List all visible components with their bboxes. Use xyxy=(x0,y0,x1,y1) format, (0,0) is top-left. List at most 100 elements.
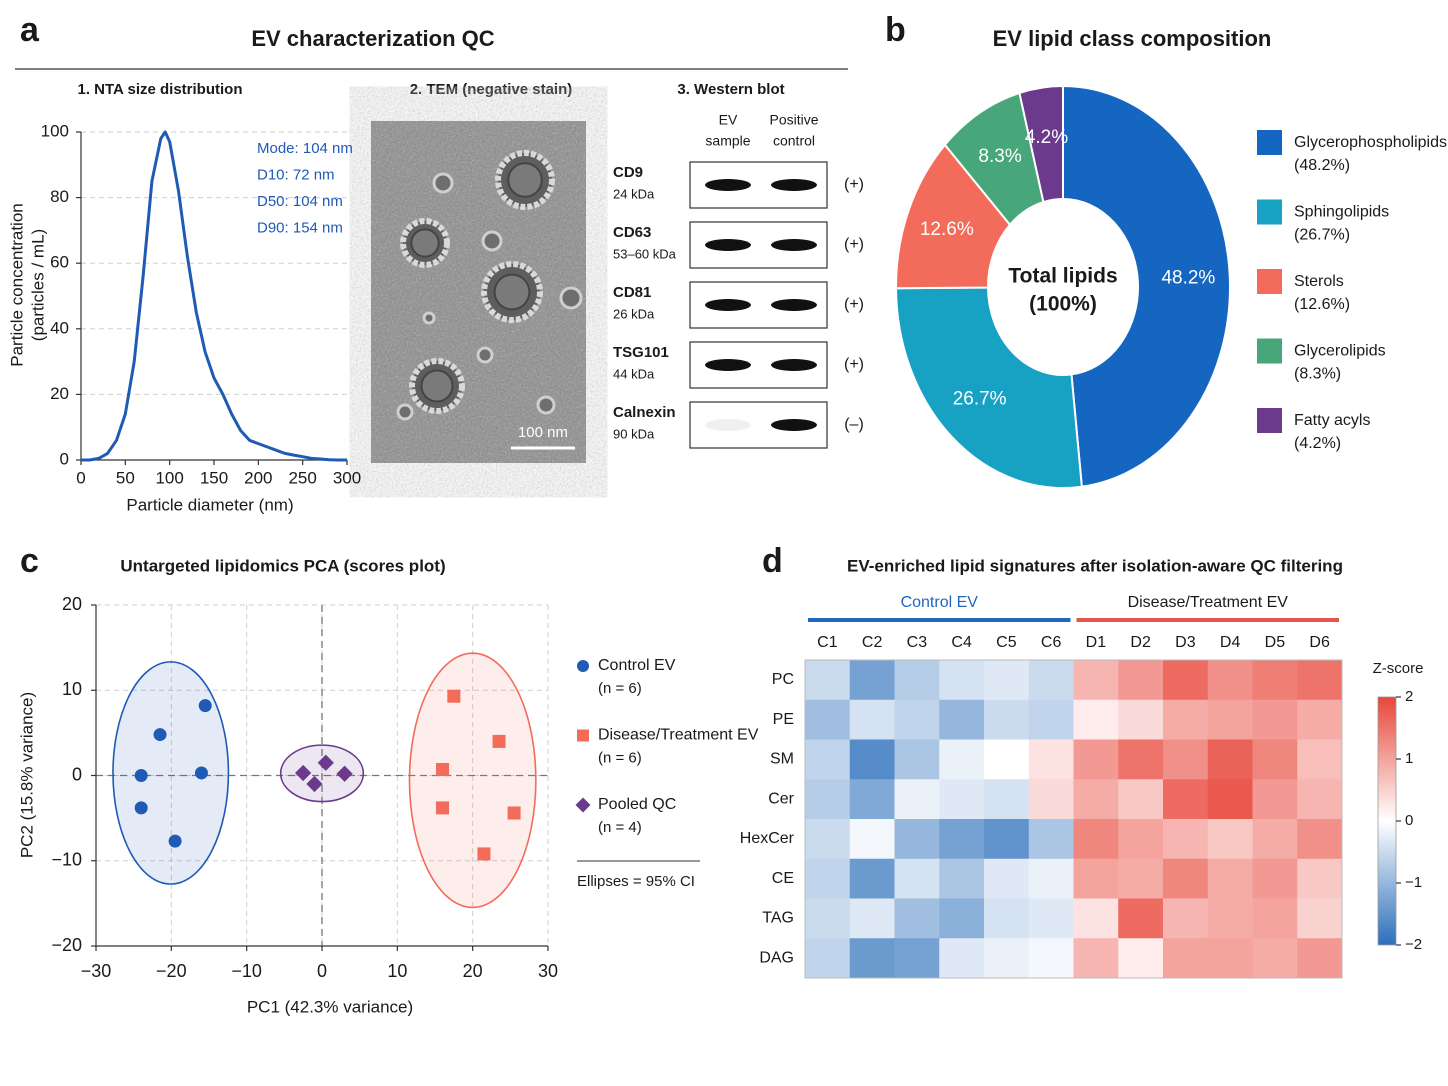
legend-note: (n = 4) xyxy=(598,819,642,836)
heatmap-cell xyxy=(1073,779,1119,820)
x-tick-label: 100 xyxy=(155,468,183,487)
heatmap-cell xyxy=(1118,699,1164,740)
band xyxy=(705,239,751,251)
y-tick-label: 10 xyxy=(62,679,82,699)
group-label: Disease/Treatment EV xyxy=(1128,594,1289,611)
slice xyxy=(895,143,1012,290)
heatmap-cell xyxy=(939,898,985,939)
heatmap-cell xyxy=(1163,819,1209,860)
y-tick-label: 100 xyxy=(41,121,69,140)
heatmap-cell xyxy=(939,779,985,820)
row-label: PE xyxy=(773,711,794,728)
heatmap-cell xyxy=(1297,858,1343,899)
row-label: PC xyxy=(772,671,794,688)
heatmap-cell xyxy=(1207,660,1253,701)
x-tick-label: −10 xyxy=(231,961,262,981)
x-tick-label: 150 xyxy=(200,468,228,487)
point xyxy=(447,689,461,703)
colorbar xyxy=(1377,696,1397,946)
point xyxy=(507,806,521,820)
x-tick-label: 20 xyxy=(463,961,483,981)
protein-name: CD63 xyxy=(613,224,651,241)
heatmap-cell xyxy=(894,938,940,979)
heatmap-cell xyxy=(805,898,851,939)
heatmap-cell xyxy=(939,739,985,780)
x-tick-label: 0 xyxy=(317,961,327,981)
x-axis-label: Particle diameter (nm) xyxy=(126,495,293,514)
legend-value: (48.2%) xyxy=(1294,157,1350,174)
panel-label: c xyxy=(20,542,39,580)
slice-label: 12.6% xyxy=(920,219,974,240)
heatmap-cell xyxy=(939,858,985,899)
blot-result: (+) xyxy=(844,356,864,373)
heatmap-cell xyxy=(1118,938,1164,979)
x-axis-label: PC1 (42.3% variance) xyxy=(247,997,413,1016)
center-label: Total lipids xyxy=(1008,265,1117,288)
heatmap-frame xyxy=(804,659,1343,979)
legend-label: Disease/Treatment EV xyxy=(598,727,759,744)
blot-result: (–) xyxy=(844,416,864,433)
heatmap-cell xyxy=(849,819,895,860)
heatmap-cell xyxy=(1207,819,1253,860)
heatmap-cell xyxy=(805,819,851,860)
heatmap-cell xyxy=(1118,779,1164,820)
slice-label: 4.2% xyxy=(1025,127,1068,148)
blot-result: (+) xyxy=(844,176,864,193)
heatmap-cell xyxy=(984,779,1030,820)
small-vesicle xyxy=(476,346,494,364)
heatmap-cell xyxy=(894,779,940,820)
column-label: C5 xyxy=(996,634,1017,651)
line xyxy=(81,130,347,462)
heatmap-cell xyxy=(1028,779,1074,820)
heatmap-cell xyxy=(805,779,851,820)
heatmap-cell xyxy=(1073,938,1119,979)
annotation: D50: 104 nm xyxy=(257,193,343,210)
heatmap-cell xyxy=(805,699,851,740)
chart-title: EV lipid class composition xyxy=(993,26,1272,51)
slice-label: 48.2% xyxy=(1161,268,1215,289)
heatmap-cell xyxy=(1252,858,1298,899)
slice xyxy=(894,286,1083,489)
legend-label: Pooled QC xyxy=(598,796,676,813)
x-tick-label: 50 xyxy=(116,468,135,487)
protein-size: 24 kDa xyxy=(613,186,655,201)
heatmap-cell xyxy=(1297,819,1343,860)
legend-swatch xyxy=(1257,408,1282,433)
heatmap-cell xyxy=(1252,779,1298,820)
heatmap-cell xyxy=(849,739,895,780)
protein-size: 44 kDa xyxy=(613,366,655,381)
column-label: C1 xyxy=(817,634,838,651)
heatmap-cell xyxy=(1118,819,1164,860)
small-vesicle xyxy=(536,395,556,415)
heatmap-cell xyxy=(1252,898,1298,939)
band xyxy=(705,419,751,431)
heatmap-cell xyxy=(1163,739,1209,780)
band xyxy=(705,179,751,191)
column-label: C4 xyxy=(951,634,972,651)
protein-size: 26 kDa xyxy=(613,306,655,321)
heatmap-cell xyxy=(1118,858,1164,899)
confidence-ellipse xyxy=(112,661,230,885)
column-label: C3 xyxy=(907,634,928,651)
y-tick-label: 60 xyxy=(50,253,69,272)
chart-title: 1. NTA size distribution xyxy=(77,81,242,98)
x-tick-label: 300 xyxy=(333,468,361,487)
y-axis-label: PC2 (15.8% variance) xyxy=(17,692,36,858)
heatmap-cell xyxy=(1028,660,1074,701)
heatmap-cell xyxy=(984,898,1030,939)
heatmap-cell xyxy=(849,660,895,701)
point xyxy=(436,763,450,777)
heatmap-cell xyxy=(1073,660,1119,701)
heatmap-cell xyxy=(1028,898,1074,939)
band xyxy=(771,359,817,371)
heatmap-cell xyxy=(1073,699,1119,740)
heatmap-cell xyxy=(1252,739,1298,780)
heatmap-cell xyxy=(1028,699,1074,740)
slice xyxy=(1062,84,1232,488)
x-tick-label: 30 xyxy=(538,961,558,981)
small-vesicle xyxy=(481,230,503,252)
blot-column-label: EV xyxy=(719,112,738,128)
column-label: D1 xyxy=(1086,634,1107,651)
panel-subtitle: 3. Western blot xyxy=(677,81,784,98)
group-label: Control EV xyxy=(901,594,979,611)
